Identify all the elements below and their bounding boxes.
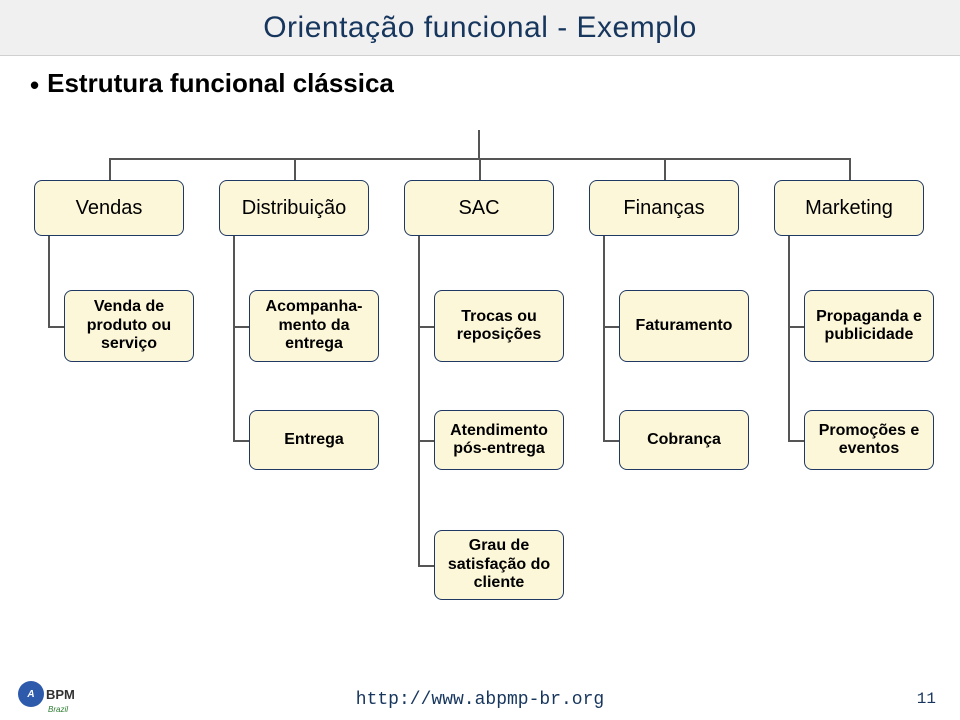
org-chart: Vendas Distribuição SAC Finanças Marketing Ve… [0,100,960,660]
org-chart-edge [233,326,249,328]
org-chart-edge [479,158,481,180]
org-chart-node-acomp: Acompanha-mento daentrega [249,290,379,362]
logo-text: BPM [46,687,75,702]
org-chart-edge [294,158,296,180]
org-chart-node-promo: Promoções eeventos [804,410,934,470]
org-chart-node-grau: Grau desatisfação docliente [434,530,564,600]
footer-url: http://www.abpmp-br.org [356,690,604,710]
org-chart-edge [233,440,249,442]
title-bar: Orientação funcional - Exemplo [0,0,960,56]
org-chart-node-sac: SAC [404,180,554,236]
org-chart-node-vendas: Vendas [34,180,184,236]
org-chart-node-financas: Finanças [589,180,739,236]
org-chart-node-atend: Atendimentopós-entrega [434,410,564,470]
logo-icon: A [18,681,44,707]
bullet-icon: • [30,70,39,101]
slide-title: Orientação funcional - Exemplo [263,11,697,45]
org-chart-edge [788,326,804,328]
org-chart-node-entrega: Entrega [249,410,379,470]
org-chart-node-cobranca: Cobrança [619,410,749,470]
org-chart-edge [478,130,480,158]
org-chart-node-distrib: Distribuição [219,180,369,236]
org-chart-node-propag: Propaganda epublicidade [804,290,934,362]
org-chart-edge [788,236,790,440]
org-chart-edge [603,326,619,328]
subtitle: • Estrutura funcional clássica [30,68,394,101]
org-chart-node-trocas: Trocas oureposições [434,290,564,362]
org-chart-node-venda_prod: Venda deproduto ouserviço [64,290,194,362]
org-chart-edge [849,158,851,180]
org-chart-edge [418,565,434,567]
logo: A BPM Brazil [18,676,108,712]
org-chart-edge [603,236,605,440]
org-chart-edge [664,158,666,180]
org-chart-edge [418,326,434,328]
subtitle-text: Estrutura funcional clássica [47,68,394,98]
org-chart-node-fatur: Faturamento [619,290,749,362]
org-chart-edge [48,236,50,326]
slide: Orientação funcional - Exemplo • Estrutur… [0,0,960,720]
org-chart-edge [788,440,804,442]
org-chart-edge [418,236,420,565]
logo-subtext: Brazil [48,705,68,714]
org-chart-edge [48,326,64,328]
org-chart-edge [603,440,619,442]
page-number: 11 [917,690,936,708]
org-chart-edge [109,158,111,180]
org-chart-edge [233,236,235,440]
org-chart-node-marketing: Marketing [774,180,924,236]
org-chart-edge [418,440,434,442]
